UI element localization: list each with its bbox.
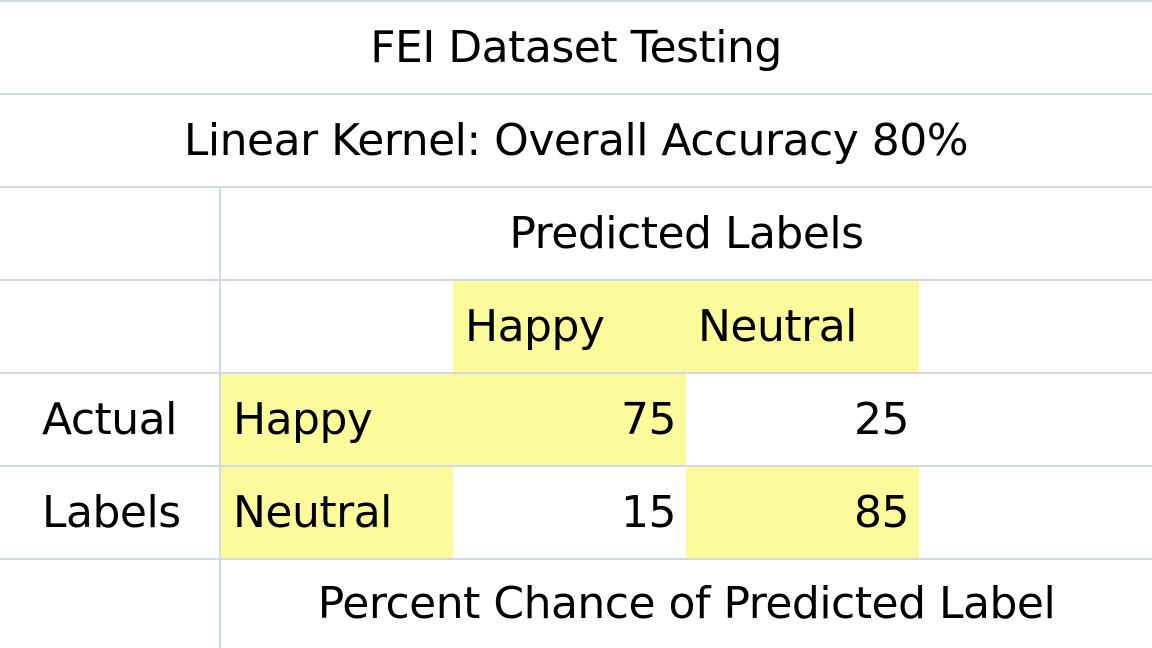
column-header-neutral: Neutral — [686, 281, 919, 372]
title-row: FEI Dataset Testing — [0, 0, 1152, 93]
cell-happy-happy: 75 — [453, 374, 686, 465]
predicted-header-row: Predicted Labels — [0, 186, 1152, 279]
grid-line-col-a — [219, 187, 221, 648]
cell-neutral-happy: 15 — [621, 487, 677, 538]
table-row: Actual Happy 75 25 — [0, 372, 1152, 465]
table-row: Labels Neutral 15 85 — [0, 465, 1152, 558]
cell-neutral-neutral: 85 — [686, 467, 919, 558]
row-label-neutral: Neutral — [221, 467, 453, 558]
cell-happy-neutral: 25 — [854, 394, 910, 445]
table-footer: Percent Chance of Predicted Label — [317, 578, 1056, 629]
row-group-label-actual: Actual — [42, 394, 177, 445]
subtitle-row: Linear Kernel: Overall Accuracy 80% — [0, 93, 1152, 186]
column-header-happy: Happy — [453, 281, 686, 372]
table-subtitle: Linear Kernel: Overall Accuracy 80% — [183, 115, 969, 166]
footer-row: Percent Chance of Predicted Label — [0, 558, 1152, 648]
column-header-row: Happy Neutral — [0, 279, 1152, 372]
table-title: FEI Dataset Testing — [370, 22, 782, 73]
row-label-happy: Happy — [221, 374, 453, 465]
row-group-label-labels: Labels — [42, 487, 181, 538]
predicted-labels-header: Predicted Labels — [509, 208, 864, 259]
